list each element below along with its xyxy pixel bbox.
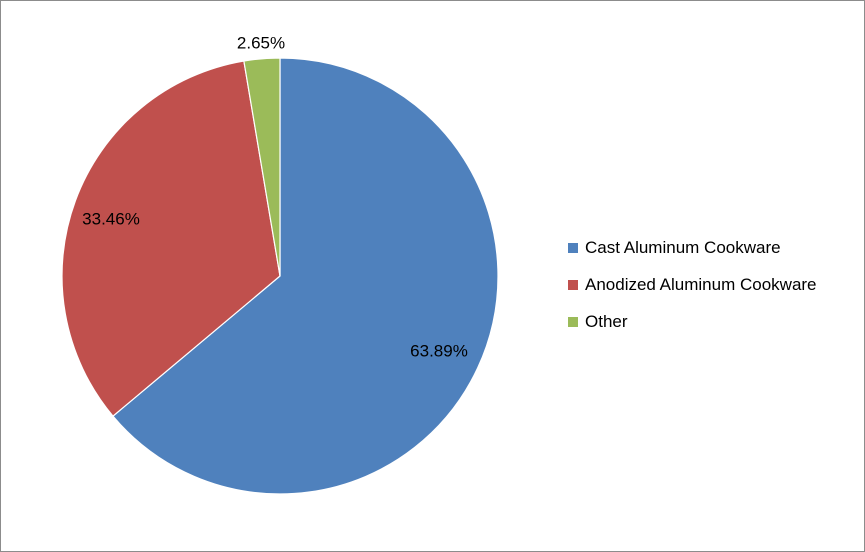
legend: Cast Aluminum Cookware Anodized Aluminum… [568,229,817,340]
data-label-cast-aluminum: 63.89% [410,341,468,360]
legend-label-cast-aluminum: Cast Aluminum Cookware [585,237,781,257]
legend-swatch-other [568,316,578,327]
pie-slice-other [243,57,281,277]
pie-slice-anodized-aluminum [61,60,281,417]
legend-swatch-anodized-aluminum [568,279,578,290]
pie-slices [61,57,499,495]
legend-item-cast-aluminum: Cast Aluminum Cookware [568,229,817,266]
legend-swatch-cast-aluminum [568,242,578,253]
legend-item-anodized-aluminum: Anodized Aluminum Cookware [568,266,817,303]
pie-data-labels: 63.89% 33.46% 2.65% [82,33,468,360]
data-label-other: 2.65% [237,33,285,52]
legend-label-anodized-aluminum: Anodized Aluminum Cookware [585,274,817,294]
legend-label-other: Other [585,311,628,331]
data-label-anodized-aluminum: 33.46% [82,209,140,228]
pie-slice-cast-aluminum [112,57,499,495]
legend-item-other: Other [568,303,817,340]
